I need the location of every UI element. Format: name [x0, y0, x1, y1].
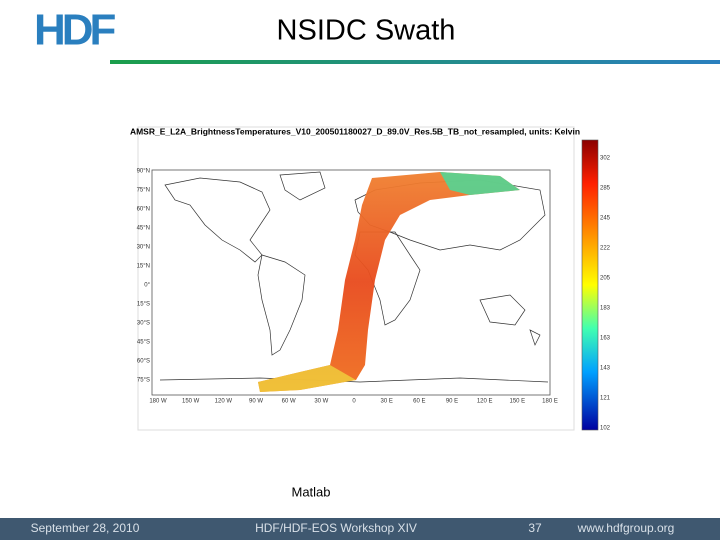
footer-page: 37	[528, 521, 542, 535]
lon-label: 180 W	[149, 399, 167, 405]
lon-label: 90 E	[446, 399, 458, 405]
logo-text: HDF	[34, 6, 116, 55]
lat-label: 60°N	[137, 207, 150, 213]
colorbar-label: 102	[600, 426, 611, 432]
footer-event: HDF/HDF-EOS Workshop XIV	[255, 521, 417, 535]
lat-label: 30°S	[137, 321, 150, 327]
lon-label: 150 E	[509, 399, 525, 405]
lat-label: 15°N	[137, 264, 150, 270]
footer-bar	[0, 518, 720, 540]
lat-label: 45°N	[137, 226, 150, 232]
lat-label: 15°S	[137, 302, 150, 308]
colorbar-label: 121	[600, 396, 611, 402]
colorbar-label: 143	[600, 366, 611, 372]
lon-label: 150 W	[182, 399, 200, 405]
lat-label: 60°S	[137, 359, 150, 365]
header-rule	[110, 60, 720, 64]
lon-label: 90 W	[249, 399, 263, 405]
lon-label: 30 W	[314, 399, 328, 405]
swath	[258, 172, 520, 392]
lon-label: 120 W	[215, 399, 233, 405]
lon-label: 60 E	[413, 399, 425, 405]
colorbar-label: 285	[600, 186, 611, 192]
footer-url: www.hdfgroup.org	[577, 521, 675, 535]
lat-labels: 90°N 75°N 60°N 45°N 30°N 15°N 0° 15°S 30°S 45°S 60…	[137, 169, 151, 384]
colorbar-label: 205	[600, 276, 611, 282]
lon-label: 30 E	[380, 399, 392, 405]
swath-edge	[258, 365, 356, 392]
lat-label: 75°S	[137, 378, 150, 384]
figure-caption: Matlab	[291, 484, 330, 499]
slide-title: NSIDC Swath	[277, 15, 456, 47]
colorbar-label: 245	[600, 216, 611, 222]
lon-labels: 180 W 150 W 120 W 90 W 60 W 30 W 0 30 E 60 E 90 E…	[149, 399, 558, 405]
lon-label: 60 W	[282, 399, 296, 405]
lon-label: 120 E	[477, 399, 493, 405]
colorbar-label: 163	[600, 336, 611, 342]
lat-label: 45°S	[137, 340, 150, 346]
lat-label: 30°N	[137, 245, 150, 251]
footer-date: September 28, 2010	[31, 521, 140, 535]
colorbar-label: 183	[600, 306, 611, 312]
lon-label: 180 E	[542, 399, 558, 405]
swath-edge	[440, 172, 520, 195]
colorbar-label: 222	[600, 246, 611, 252]
colorbar	[581, 139, 599, 431]
lat-label: 90°N	[137, 169, 150, 175]
lat-label: 0°	[144, 283, 150, 289]
colorbar-label: 302	[600, 156, 611, 162]
colorbar-labels: 302 285 245 222 205 183 163 143 121 102	[600, 156, 611, 432]
lat-label: 75°N	[137, 188, 150, 194]
figure-title: AMSR_E_L2A_BrightnessTemperatures_V10_20…	[130, 126, 580, 136]
logo: HDF	[34, 6, 120, 55]
lon-label: 0	[352, 399, 356, 405]
